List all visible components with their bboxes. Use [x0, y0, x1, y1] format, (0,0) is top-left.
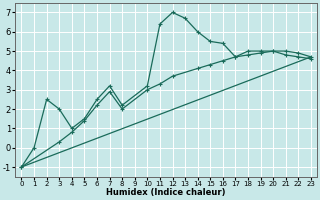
X-axis label: Humidex (Indice chaleur): Humidex (Indice chaleur)	[107, 188, 226, 197]
